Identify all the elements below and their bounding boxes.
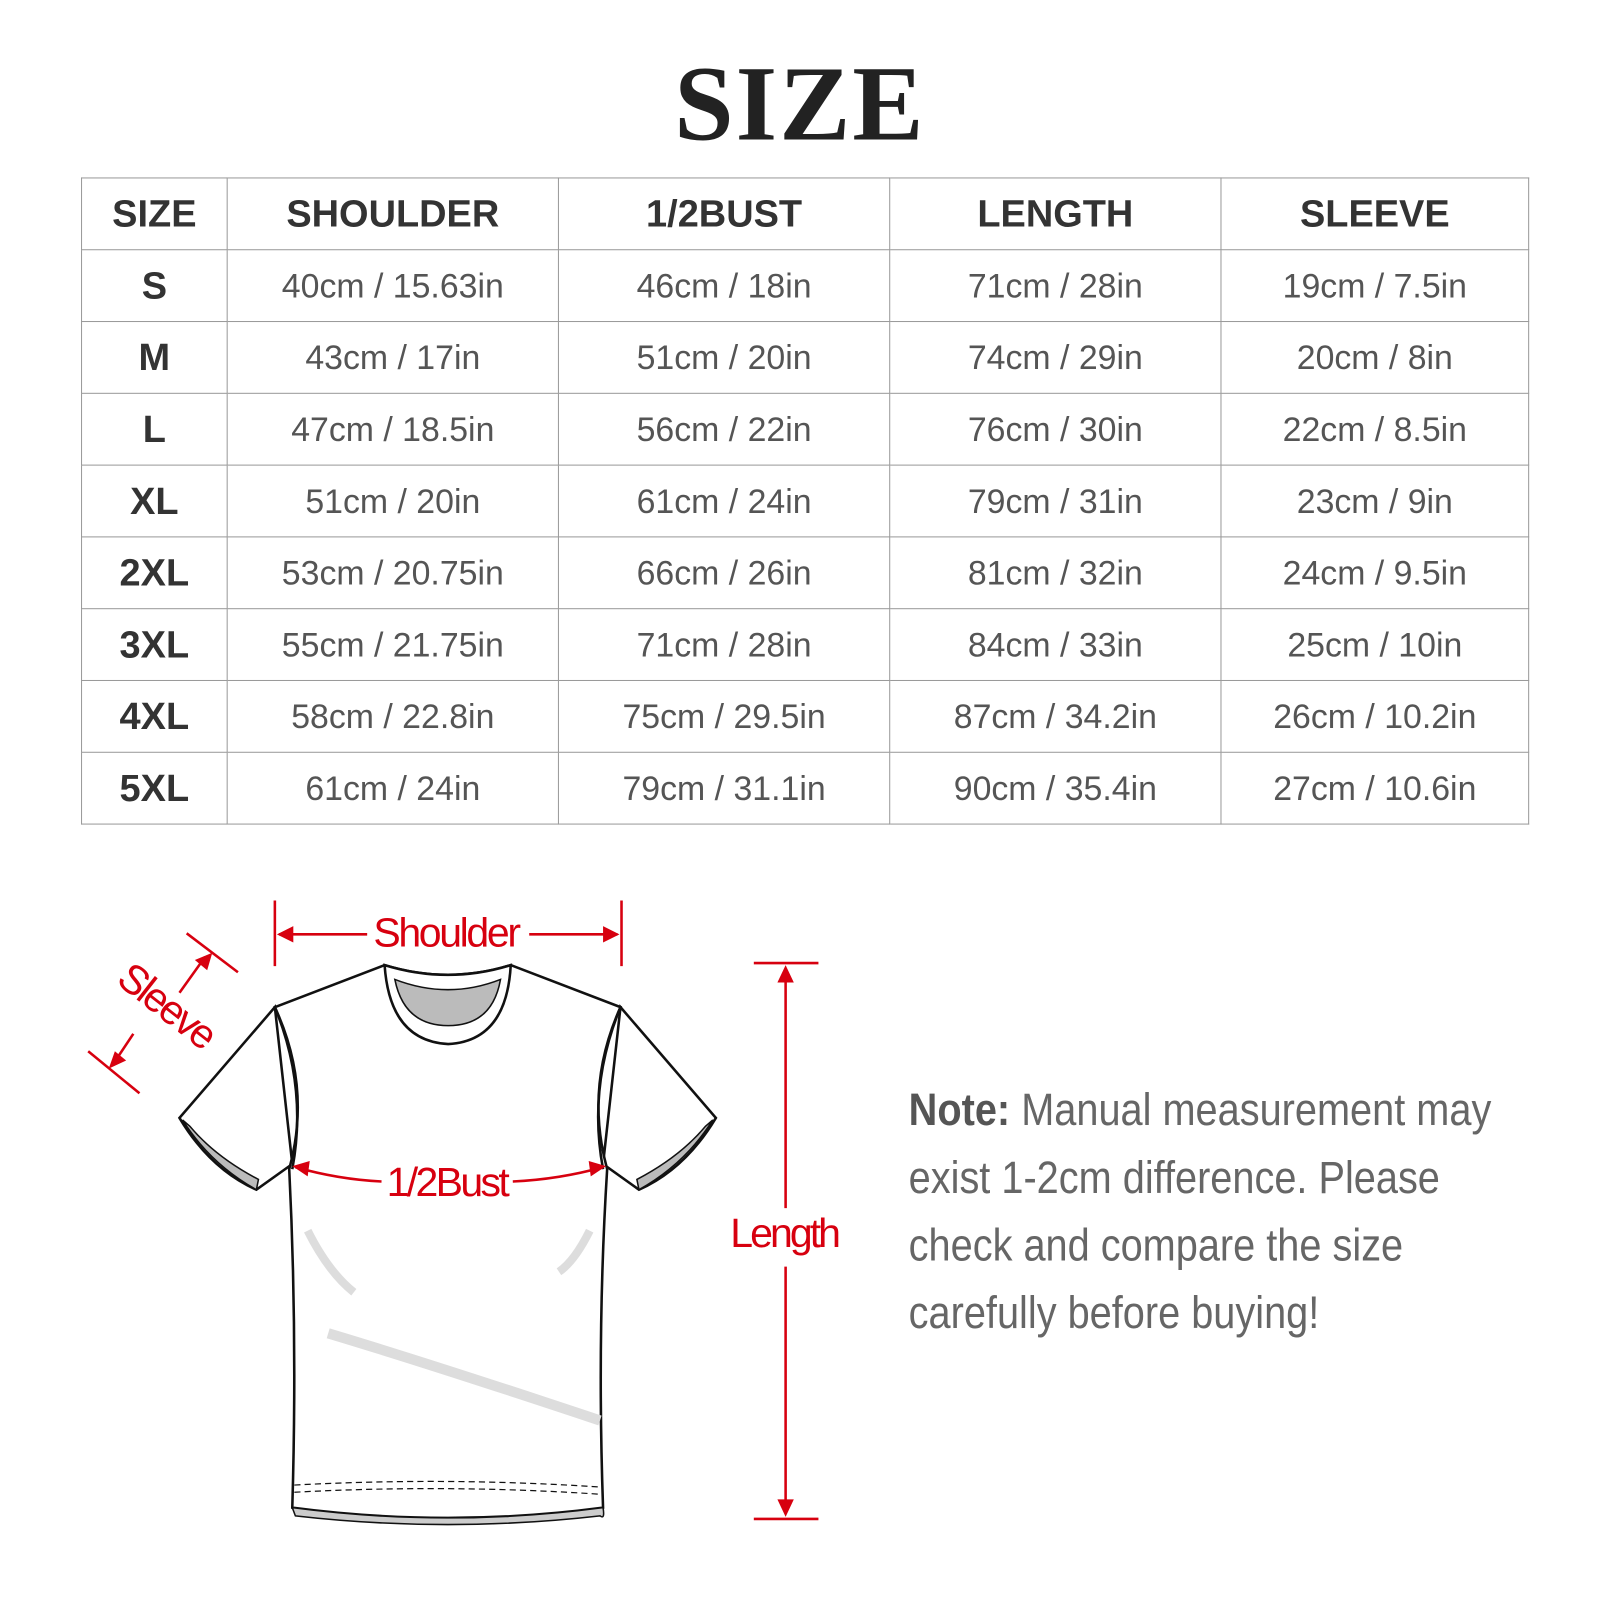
size-table: SIZE SHOULDER 1/2BUST LENGTH SLEEVE S 40c… — [81, 177, 1530, 825]
measurement-cell: 81cm / 32in — [889, 536, 1222, 610]
table-row: S 40cm / 15.63in 46cm / 18in 71cm / 28in 19c… — [81, 249, 1530, 323]
length-label: Length — [730, 1210, 841, 1256]
measurement-cell: 61cm / 24in — [557, 464, 891, 538]
measurement-cell: 47cm / 18.5in — [226, 392, 559, 466]
measurement-cell: 26cm / 10.2in — [1220, 679, 1530, 753]
measurement-cell: 27cm / 10.6in — [1220, 751, 1530, 825]
measurement-cell: 74cm / 29in — [889, 321, 1222, 394]
page-title: SIZE — [674, 45, 926, 164]
measurement-cell: 43cm / 17in — [226, 321, 559, 394]
header-bust: 1/2BUST — [557, 177, 891, 251]
measurement-cell: 23cm / 9in — [1220, 464, 1530, 538]
tshirt-icon — [177, 963, 718, 1526]
size-cell: 2XL — [81, 536, 228, 610]
measurement-cell: 75cm / 29.5in — [557, 679, 891, 753]
measurement-cell: 24cm / 9.5in — [1220, 536, 1530, 610]
measurement-cell: 71cm / 28in — [557, 608, 891, 681]
size-cell: 5XL — [81, 751, 228, 825]
table-row: L 47cm / 18.5in 56cm / 22in 76cm / 30in 22cm… — [81, 392, 1530, 466]
size-cell: S — [81, 249, 228, 323]
header-shoulder: SHOULDER — [226, 177, 559, 251]
measurement-arrows — [87, 900, 819, 1521]
header-size: SIZE — [81, 177, 228, 251]
table-row: XL 51cm / 20in 61cm / 24in 79cm / 31in 23cm … — [81, 464, 1530, 538]
bust-label: 1/2Bust — [387, 1159, 511, 1205]
measurement-cell: 46cm / 18in — [557, 249, 891, 323]
measurement-cell: 79cm / 31in — [889, 464, 1222, 538]
table-header-row: SIZE SHOULDER 1/2BUST LENGTH SLEEVE — [81, 177, 1530, 251]
size-cell: 4XL — [81, 679, 228, 753]
measurement-cell: 53cm / 20.75in — [226, 536, 559, 610]
measurement-cell: 90cm / 35.4in — [889, 751, 1222, 825]
note-label: Note: — [908, 1085, 1011, 1136]
size-cell: L — [81, 392, 228, 466]
measurement-cell: 51cm / 20in — [557, 321, 891, 394]
measurement-cell: 20cm / 8in — [1220, 321, 1530, 394]
size-cell: XL — [81, 464, 228, 538]
measurement-cell: 71cm / 28in — [889, 249, 1222, 323]
shoulder-label: Shoulder — [373, 910, 521, 956]
table-row: 5XL 61cm / 24in 79cm / 31.1in 90cm / 35.4in… — [81, 751, 1530, 825]
measurement-cell: 66cm / 26in — [557, 536, 891, 610]
note-body: Manual measurement may exist 1-2cm diffe… — [908, 1085, 1492, 1339]
measurement-cell: 87cm / 34.2in — [889, 679, 1222, 753]
measurement-cell: 79cm / 31.1in — [557, 751, 891, 825]
size-cell: 3XL — [81, 608, 228, 681]
header-sleeve: SLEEVE — [1220, 177, 1530, 251]
measurement-cell: 56cm / 22in — [557, 392, 891, 466]
measurement-cell: 84cm / 33in — [889, 608, 1222, 681]
measurement-cell: 58cm / 22.8in — [226, 679, 559, 753]
table-row: 2XL 53cm / 20.75in 66cm / 26in 81cm / 32in 2… — [81, 536, 1530, 610]
table-row: M 43cm / 17in 51cm / 20in 74cm / 29in 20cm /… — [81, 321, 1530, 394]
measurement-cell: 55cm / 21.75in — [226, 608, 559, 681]
header-length: LENGTH — [889, 177, 1222, 251]
measurement-cell: 19cm / 7.5in — [1220, 249, 1530, 323]
measurement-cell: 40cm / 15.63in — [226, 249, 559, 323]
table-row: 3XL 55cm / 21.75in 71cm / 28in 84cm / 33in 2… — [81, 608, 1530, 681]
measurement-cell: 51cm / 20in — [226, 464, 559, 538]
measurement-cell: 25cm / 10in — [1220, 608, 1530, 681]
table-row: 4XL 58cm / 22.8in 75cm / 29.5in 87cm / 34.2… — [81, 679, 1530, 753]
size-cell: M — [81, 321, 228, 394]
measurement-cell: 76cm / 30in — [889, 392, 1222, 466]
measurement-cell: 61cm / 24in — [226, 751, 559, 825]
measurement-cell: 22cm / 8.5in — [1220, 392, 1530, 466]
note-text: Note: Manual measurement may exist 1-2cm… — [909, 1077, 1541, 1348]
